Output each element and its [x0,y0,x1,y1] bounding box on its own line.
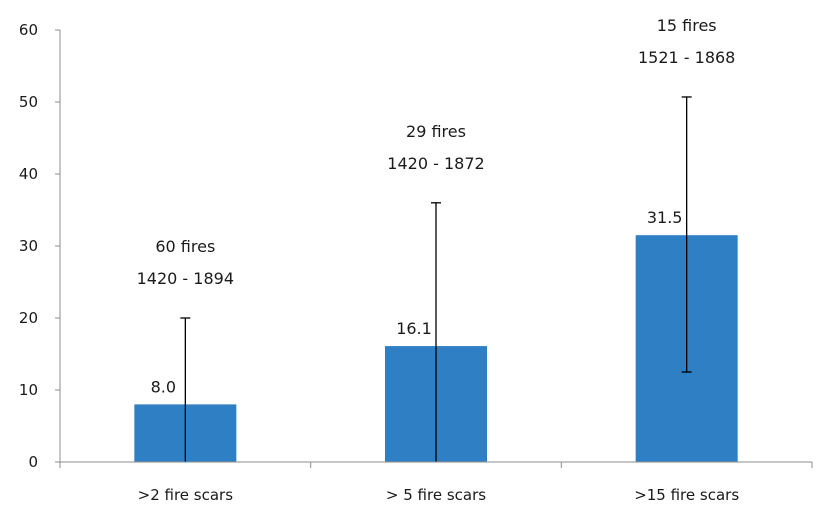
value-label: 16.1 [396,319,432,338]
y-tick-label: 50 [19,93,38,111]
value-label: 8.0 [151,377,176,396]
y-tick-label: 0 [28,453,38,471]
annotation-fires: 15 fires [657,16,717,35]
annotation-fires: 29 fires [406,122,466,141]
y-tick-label: 20 [19,309,38,327]
y-tick-label: 60 [19,21,38,39]
fire-annotations: 60 fires 1420 - 1894 29 fires 1420 - 1872 15… [137,16,736,288]
x-axis-ticks [59,462,813,468]
value-label: 31.5 [647,208,683,227]
category-label: > 5 fire scars [386,486,486,504]
annotation-range: 1420 - 1894 [137,269,234,288]
error-bars [180,96,692,462]
category-labels: >2 fire scars > 5 fire scars >15 fire scar… [138,486,740,504]
y-tick-label: 10 [19,381,38,399]
y-tick-label: 30 [19,237,38,255]
y-tick-label: 40 [19,165,38,183]
category-label: >15 fire scars [634,486,739,504]
data-labels: 8.0 16.1 31.5 [151,208,683,396]
y-axis-ticks: 0 10 20 30 40 50 60 [19,21,60,471]
annotation-range: 1521 - 1868 [638,48,735,67]
annotation-range: 1420 - 1872 [387,154,484,173]
category-label: >2 fire scars [138,486,234,504]
annotation-fires: 60 fires [155,237,215,256]
